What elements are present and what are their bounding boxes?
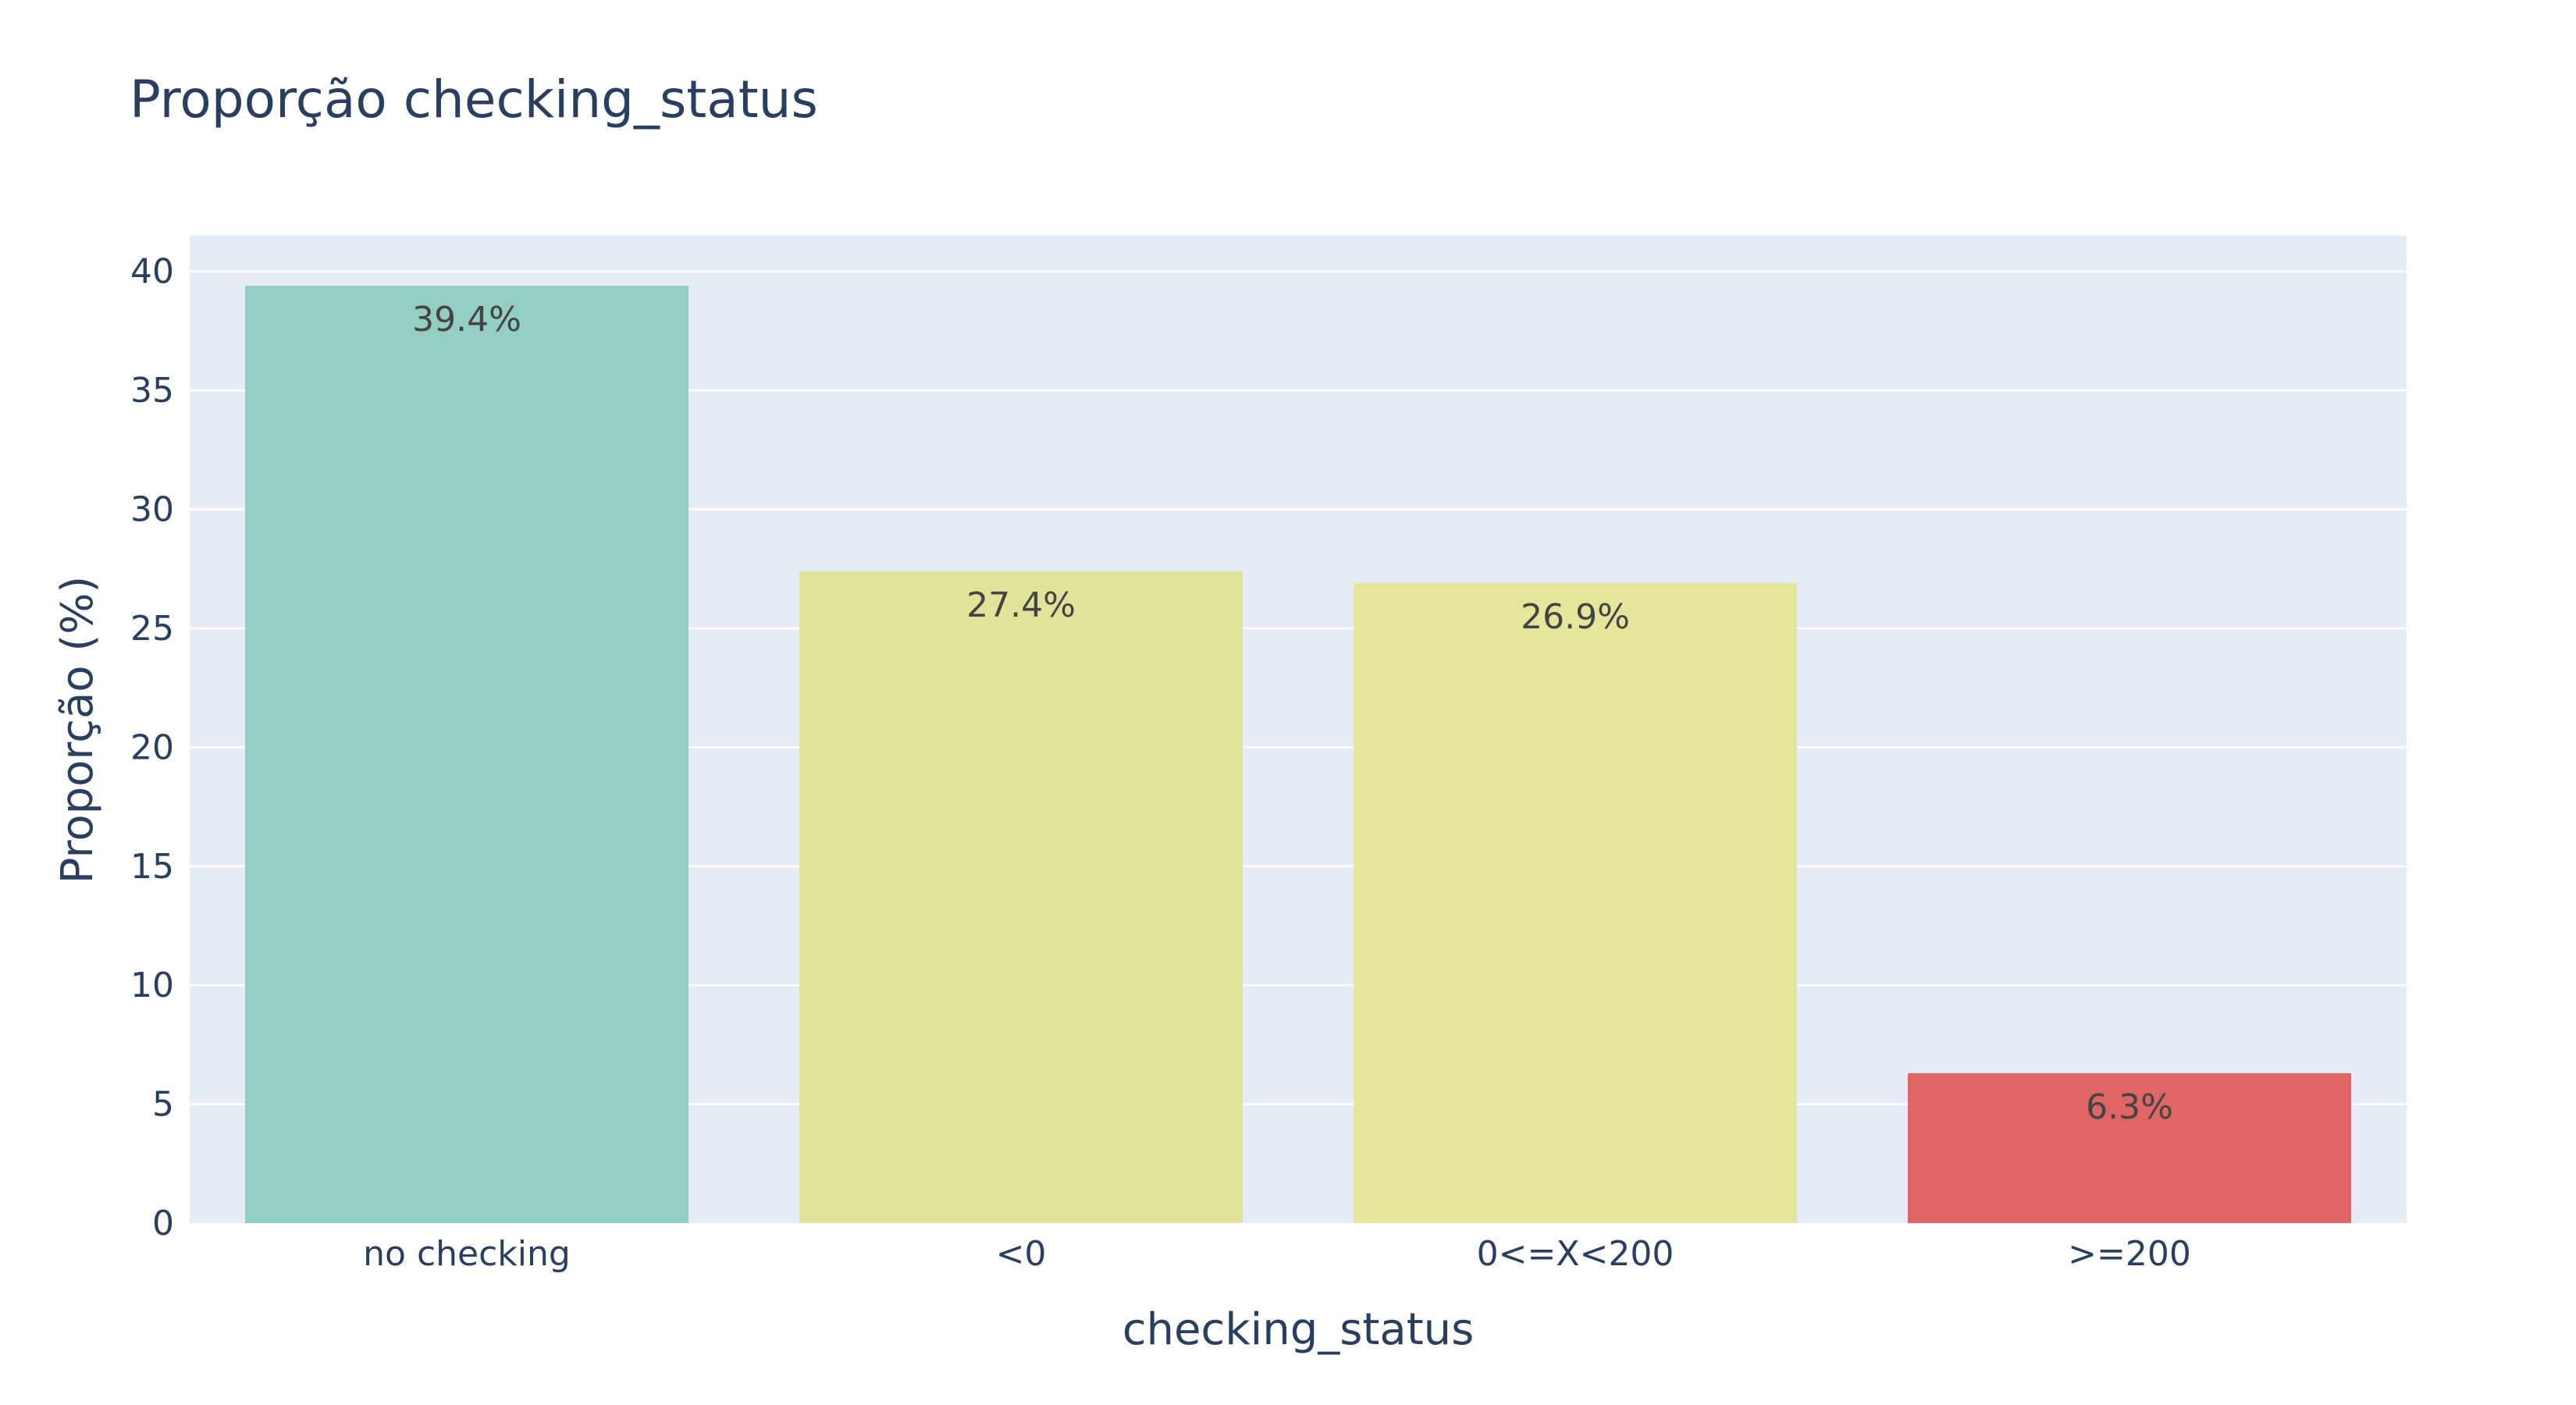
x-tick-label: 0<=X<200 — [1477, 1234, 1674, 1274]
y-tick-label: 0 — [152, 1204, 174, 1243]
y-tick-label: 35 — [130, 371, 174, 411]
y-tick-label: 5 — [152, 1085, 174, 1125]
x-tick-label: >=200 — [2068, 1234, 2191, 1274]
x-axis-title: checking_status — [1123, 1304, 1475, 1355]
y-axis-title: Proporção (%) — [52, 576, 103, 884]
y-tick-label: 10 — [130, 966, 174, 1005]
x-axis-ticks: no checking <0 0<=X<200 >=200 — [363, 1234, 2191, 1274]
y-tick-label: 40 — [130, 252, 174, 292]
bars — [245, 286, 2351, 1223]
bar[interactable] — [799, 571, 1243, 1223]
y-tick-label: 15 — [130, 847, 174, 887]
bar-data-label: 39.4% — [412, 300, 521, 340]
bar[interactable] — [1908, 1072, 2351, 1223]
bar-data-label: 6.3% — [2086, 1087, 2173, 1127]
y-tick-label: 20 — [130, 727, 174, 767]
data-labels: 39.4% 27.4% 26.9% 6.3% — [412, 300, 2173, 1127]
y-tick-label: 30 — [130, 490, 174, 530]
bar-data-label: 27.4% — [966, 585, 1076, 625]
y-axis-ticks: 0 5 10 15 20 25 30 35 40 — [130, 252, 174, 1243]
bar[interactable] — [1354, 583, 1797, 1223]
x-tick-label: <0 — [996, 1234, 1047, 1274]
y-tick-label: 25 — [130, 609, 174, 649]
chart-title: Proporção checking_status — [130, 69, 818, 130]
x-tick-label: no checking — [363, 1234, 571, 1274]
bar[interactable] — [245, 286, 688, 1223]
bar-data-label: 26.9% — [1521, 597, 1630, 637]
